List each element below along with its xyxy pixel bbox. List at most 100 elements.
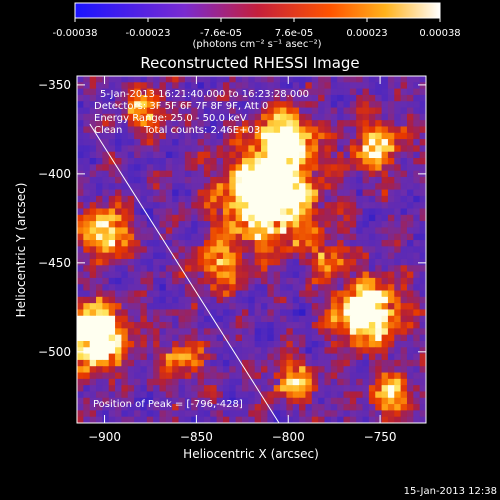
- heatmap-cell: [400, 145, 408, 153]
- heatmap-cell: [102, 132, 110, 140]
- heatmap-cell: [368, 170, 376, 178]
- heatmap-cell: [280, 113, 287, 121]
- heatmap-cell: [222, 202, 230, 209]
- heatmap-cell: [191, 94, 199, 102]
- heatmap-cell: [159, 404, 167, 411]
- heatmap-cell: [362, 315, 370, 323]
- heatmap-cell: [197, 76, 205, 83]
- heatmap-cell: [115, 252, 122, 260]
- x-axis-ticks: −900 −850 −800 −750: [88, 76, 397, 444]
- heatmap-cell: [229, 158, 237, 165]
- y-tick-label: −500: [38, 345, 71, 359]
- heatmap-cell: [343, 107, 351, 115]
- heatmap-cell: [210, 397, 218, 405]
- heatmap-cell: [311, 151, 319, 159]
- heatmap-cell: [134, 366, 141, 374]
- heatmap-cell: [324, 246, 332, 254]
- heatmap-cell: [77, 378, 84, 386]
- heatmap-cell: [96, 265, 103, 273]
- heatmap-cell: [337, 334, 345, 342]
- heatmap-cell: [305, 208, 313, 216]
- heatmap-cell: [203, 189, 211, 197]
- heatmap-cell: [261, 397, 268, 405]
- heatmap-cell: [134, 359, 141, 367]
- heatmap-cell: [280, 132, 287, 140]
- heatmap-cell: [381, 359, 389, 367]
- heatmap-cell: [324, 145, 332, 153]
- heatmap-cell: [356, 170, 364, 178]
- heatmap-cell: [178, 258, 186, 266]
- y-tick-label: −400: [38, 167, 71, 181]
- heatmap-cell: [159, 170, 167, 178]
- heatmap-cell: [159, 334, 167, 342]
- heatmap-cell: [235, 258, 243, 266]
- heatmap-cell: [210, 233, 218, 241]
- heatmap-cell: [241, 151, 249, 159]
- heatmap-cell: [96, 366, 103, 374]
- heatmap-cell: [241, 189, 249, 197]
- heatmap-cell: [362, 139, 370, 146]
- heatmap-cell: [172, 233, 180, 241]
- heatmap-cell: [324, 113, 332, 121]
- heatmap-cell: [337, 258, 345, 266]
- heatmap-cell: [197, 164, 205, 172]
- heatmap-cell: [127, 189, 135, 197]
- heatmap-cell: [394, 101, 402, 109]
- heatmap-cell: [235, 366, 243, 374]
- heatmap-cell: [305, 120, 313, 127]
- heatmap-cell: [267, 221, 275, 228]
- heatmap-cell: [77, 195, 84, 203]
- heatmap-cell: [286, 372, 294, 380]
- heatmap-cell: [356, 410, 364, 418]
- heatmap-cell: [235, 176, 243, 184]
- heatmap-cell: [165, 214, 173, 222]
- heatmap-cell: [254, 221, 262, 228]
- heatmap-cell: [292, 139, 300, 146]
- heatmap-cell: [89, 88, 97, 96]
- heatmap-cell: [330, 271, 338, 279]
- heatmap-cell: [241, 240, 249, 247]
- heatmap-cell: [286, 404, 294, 411]
- heatmap-cell: [280, 94, 287, 102]
- heatmap-cell: [153, 227, 160, 235]
- heatmap-cell: [349, 221, 357, 228]
- heatmap-cell: [172, 378, 180, 386]
- heatmap-cell: [115, 113, 122, 121]
- heatmap-cell: [77, 391, 84, 399]
- heatmap-cell: [273, 347, 281, 355]
- heatmap-cell: [146, 101, 154, 109]
- heatmap-cell: [419, 208, 426, 216]
- heatmap-cell: [102, 366, 110, 374]
- heatmap-cell: [115, 246, 122, 254]
- heatmap-cell: [115, 183, 122, 191]
- heatmap-cell: [184, 233, 192, 241]
- heatmap-cell: [102, 271, 110, 279]
- heatmap-cell: [318, 258, 325, 266]
- heatmap-cell: [248, 208, 256, 216]
- heatmap-cell: [197, 101, 205, 109]
- y-axis-label: Heliocentric Y (arcsec): [14, 183, 28, 318]
- heatmap-cell: [356, 240, 364, 247]
- heatmap-cell: [299, 170, 306, 178]
- heatmap-cell: [305, 221, 313, 228]
- heatmap-cell: [134, 340, 141, 348]
- heatmap-cell: [89, 284, 97, 292]
- heatmap-cell: [159, 88, 167, 96]
- heatmap-cell: [318, 309, 325, 317]
- heatmap-cell: [273, 391, 281, 399]
- heatmap-cell: [127, 183, 135, 191]
- heatmap-cell: [356, 120, 364, 127]
- heatmap-cell: [210, 202, 218, 209]
- heatmap-cell: [419, 252, 426, 260]
- heatmap-cell: [115, 271, 122, 279]
- heatmap-cell: [115, 208, 122, 216]
- heatmap-cell: [362, 284, 370, 292]
- heatmap-cell: [146, 214, 154, 222]
- heatmap-cell: [241, 322, 249, 329]
- heatmap-cell: [413, 202, 421, 209]
- heatmap-cell: [197, 359, 205, 367]
- heatmap-cell: [108, 410, 116, 418]
- heatmap-cell: [375, 404, 383, 411]
- heatmap-cell: [248, 189, 256, 197]
- heatmap-cell: [318, 76, 325, 83]
